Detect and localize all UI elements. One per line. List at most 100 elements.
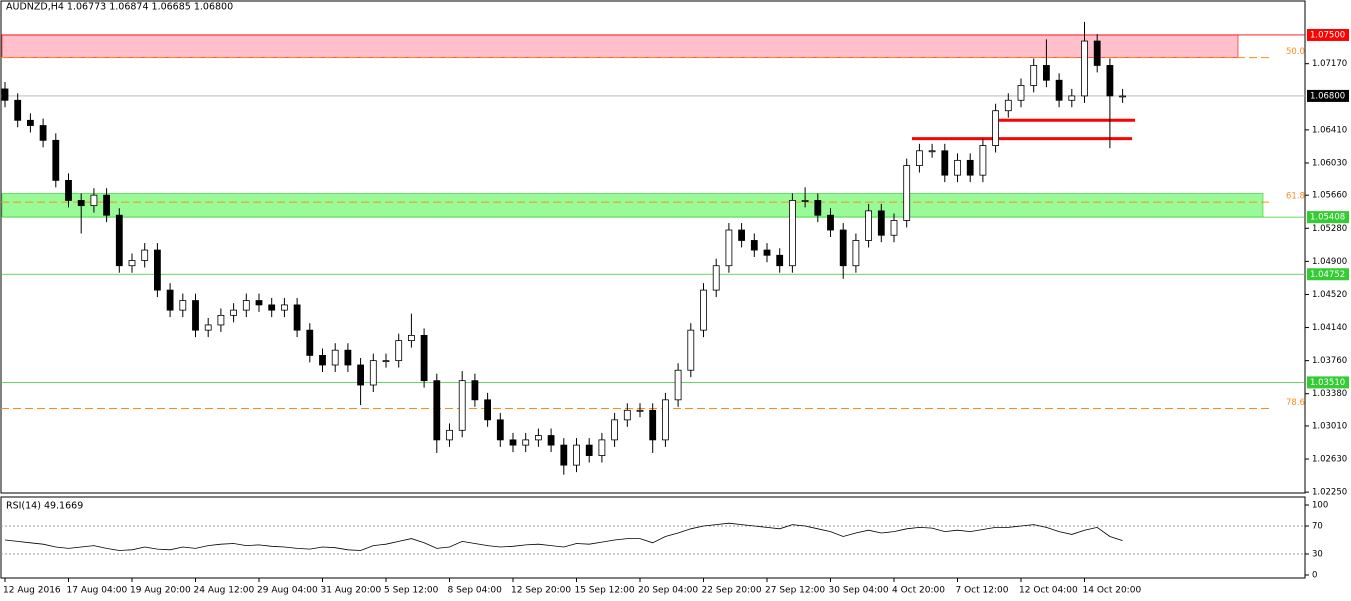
price-tag: [1307, 28, 1349, 41]
candle-body: [395, 340, 403, 362]
x-tick-label: 30 Sep 04:00: [829, 586, 889, 596]
candle-body: [535, 435, 542, 441]
y-tick-label: 1.03010: [1312, 421, 1347, 431]
x-tick-label: 14 Oct 20:00: [1083, 586, 1142, 596]
candle-body: [941, 150, 949, 176]
candle-body: [547, 435, 555, 446]
candle-body: [1081, 40, 1088, 97]
candle-body: [674, 369, 682, 401]
candle-body: [77, 200, 85, 207]
candle-body: [687, 329, 695, 371]
candle-body: [877, 210, 885, 236]
y-tick-label: 1.03380: [1312, 389, 1347, 399]
rsi-tick-label: 30: [1312, 550, 1323, 560]
candle-body: [484, 399, 492, 421]
candle-body: [471, 380, 479, 401]
candle-body: [344, 349, 352, 366]
candle-body: [1093, 40, 1101, 66]
candle-body: [865, 210, 872, 241]
y-tick-label: 1.05280: [1312, 224, 1347, 234]
y-tick-label: 1.06030: [1312, 158, 1347, 168]
candle-body: [141, 249, 149, 261]
candle-body: [357, 364, 365, 386]
rsi-panel: [0, 496, 1306, 579]
candle-body: [725, 229, 733, 267]
y-tick-label: 1.04520: [1312, 290, 1347, 300]
candle-body: [179, 300, 187, 311]
price-tag-label: 1.03510: [1310, 378, 1345, 388]
y-tick-label: 1.04900: [1312, 257, 1347, 267]
x-tick-label: 20 Sep 04:00: [638, 586, 698, 596]
candle-body: [814, 200, 822, 216]
candle-body: [280, 304, 288, 311]
rsi-tick-label: 0: [1312, 571, 1317, 581]
y-tick-label: 1.02630: [1312, 455, 1347, 465]
x-tick-label: 27 Sep 12:00: [765, 586, 825, 596]
price-tag: [1307, 89, 1349, 102]
price-tag: [1307, 268, 1349, 281]
candle-body: [1119, 95, 1126, 98]
x-tick-label: 29 Aug 04:00: [257, 586, 318, 596]
candle-body: [128, 260, 136, 267]
rsi-tick-label: 70: [1312, 522, 1323, 532]
candle-body: [230, 309, 238, 316]
candle-body: [979, 145, 987, 176]
candle-body: [700, 289, 707, 331]
y-tick-label: 1.04140: [1312, 323, 1347, 333]
candle-body: [903, 165, 911, 221]
candle-body: [750, 240, 758, 251]
candle-body: [496, 419, 504, 441]
candle-body: [293, 304, 301, 331]
x-tick-label: 19 Aug 20:00: [130, 586, 191, 596]
candle-body: [1068, 95, 1076, 101]
candle-body: [662, 399, 669, 441]
candle-body: [331, 349, 339, 366]
chart-title: AUDNZD,H4 1.06773 1.06874 1.06685 1.0680…: [6, 2, 233, 13]
candle-body: [712, 265, 720, 291]
candle-body: [446, 429, 453, 441]
candle-body: [916, 150, 923, 166]
x-tick-label: 8 Sep 04:00: [448, 586, 503, 596]
candle-body: [966, 159, 974, 176]
candle-body: [1106, 65, 1114, 97]
candle-body: [14, 99, 22, 121]
candle-body: [928, 150, 936, 153]
candle-body: [420, 334, 428, 382]
candle-body: [789, 200, 796, 267]
zone: [1, 34, 1239, 58]
candle-body: [26, 119, 34, 126]
candle-body: [115, 214, 123, 267]
x-tick-label: 17 Aug 04:00: [67, 586, 128, 596]
zone: [1, 193, 1264, 218]
fib-label: 61.8: [1286, 192, 1305, 202]
candle-body: [153, 249, 161, 291]
candle-body: [827, 214, 834, 231]
fib-label: 50.0: [1286, 47, 1305, 57]
candle-body: [763, 249, 771, 256]
y-tick-label: 1.02250: [1312, 488, 1347, 498]
rsi-tick-label: 100: [1312, 501, 1328, 511]
candle-body: [166, 289, 174, 311]
candle-body: [433, 380, 441, 441]
candle-body: [369, 360, 377, 386]
candle-body: [319, 355, 326, 366]
candle-body: [255, 300, 263, 306]
candle-body: [560, 444, 568, 466]
candle-body: [382, 360, 390, 363]
candle-body: [458, 380, 466, 431]
candle-body: [839, 229, 847, 267]
candle-body: [306, 329, 314, 356]
y-tick-label: 1.03760: [1312, 356, 1347, 366]
price-tag: [1307, 211, 1349, 224]
y-tick-label: 1.07170: [1312, 59, 1347, 69]
x-tick-label: 12 Oct 04:00: [1019, 586, 1078, 596]
rsi-line: [4, 522, 1123, 551]
candle-body: [623, 409, 631, 421]
candle-body: [636, 409, 644, 412]
candle-body: [954, 159, 961, 176]
y-tick-label: 1.05660: [1312, 191, 1347, 201]
candle-body: [52, 139, 60, 181]
x-tick-label: 22 Sep 20:00: [702, 586, 762, 596]
candle-body: [242, 300, 250, 311]
